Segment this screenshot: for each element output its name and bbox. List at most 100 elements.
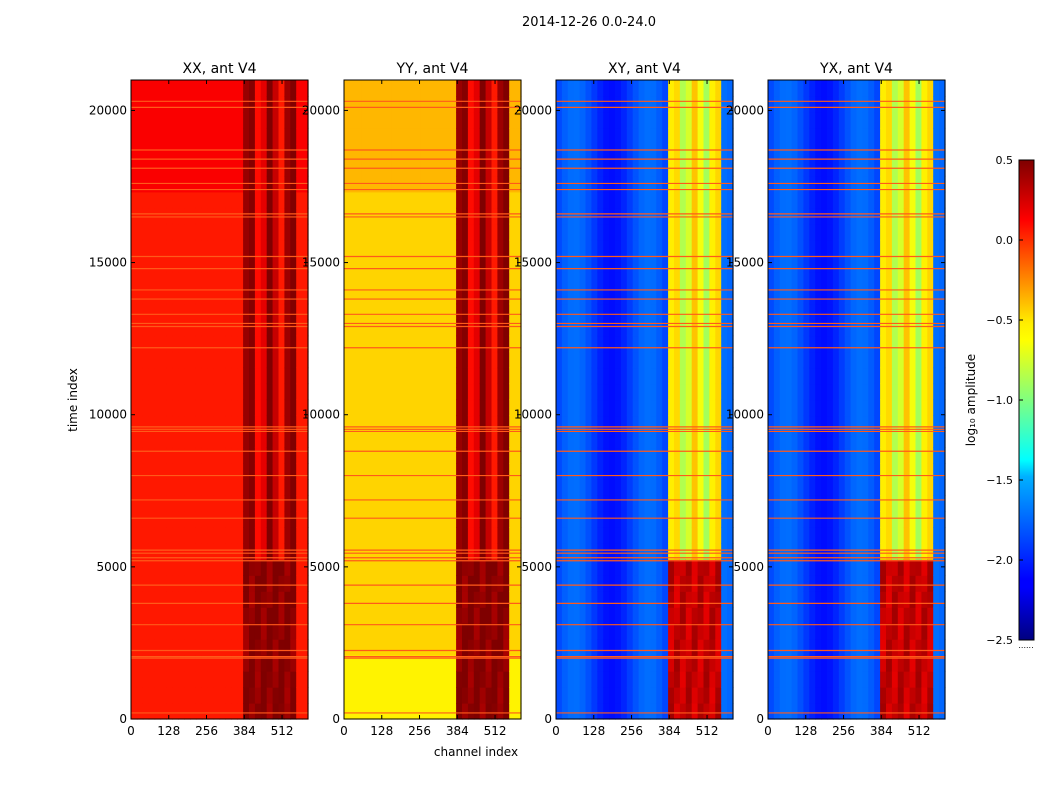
heatmap-cell — [927, 319, 934, 337]
heatmap-cell — [674, 591, 681, 608]
heatmap-cell — [426, 639, 434, 656]
heatmap-cell — [573, 591, 581, 608]
heatmap-cell — [349, 543, 357, 560]
heatmap-cell — [832, 111, 840, 129]
heatmap-cell — [662, 431, 669, 449]
heatmap-cell — [897, 511, 905, 528]
heatmap-cell — [903, 687, 911, 704]
heatmap-cell — [591, 95, 598, 113]
heatmap-cell — [219, 111, 226, 129]
heatmap-cell — [685, 207, 693, 225]
heatmap-cell — [266, 127, 274, 145]
heatmap-cell — [626, 479, 634, 496]
heatmap-cell — [856, 703, 863, 720]
heatmap-cell — [626, 415, 634, 433]
heatmap-cell — [397, 495, 404, 512]
heatmap-cell — [832, 80, 840, 97]
heatmap-cell — [697, 399, 705, 417]
heatmap-cell — [862, 559, 869, 576]
heatmap-cell — [644, 495, 651, 512]
heatmap-cell — [231, 223, 238, 241]
heatmap-cell — [773, 127, 781, 145]
heatmap-cell — [844, 671, 852, 688]
heatmap-cell — [178, 591, 185, 608]
heatmap-cell — [278, 479, 285, 496]
heatmap-cell — [573, 303, 581, 321]
heatmap-cell — [503, 175, 510, 193]
heatmap-cell — [585, 463, 592, 480]
heatmap-cell — [503, 399, 510, 417]
heatmap-cell — [195, 415, 203, 433]
heatmap-cell — [391, 687, 398, 704]
heatmap-cell — [420, 463, 428, 480]
heatmap-cell — [172, 479, 179, 496]
heatmap-cell — [585, 127, 592, 145]
heatmap-cell — [709, 223, 716, 241]
heatmap-cell — [479, 319, 487, 337]
heatmap-cell — [260, 207, 268, 225]
heatmap-cell — [148, 671, 156, 688]
heatmap-cell — [674, 607, 681, 624]
heatmap-cell — [344, 287, 351, 305]
heatmap-cell — [178, 143, 185, 161]
heatmap-cell — [249, 287, 256, 305]
heatmap-cell — [803, 223, 810, 241]
heatmap-cell — [609, 287, 616, 305]
heatmap-cell — [662, 463, 669, 480]
heatmap-cell — [266, 447, 274, 464]
heatmap-cell — [797, 655, 804, 672]
heatmap-cell — [355, 335, 363, 353]
heatmap-cell — [456, 223, 463, 241]
heatmap-cell — [172, 671, 179, 688]
x-tick-label: 384 — [658, 724, 681, 738]
heatmap-cell — [467, 143, 475, 161]
heatmap-cell — [715, 703, 722, 720]
heatmap-cell — [190, 623, 197, 640]
heatmap-cell — [561, 463, 569, 480]
heatmap-cell — [190, 463, 197, 480]
heatmap-cell — [473, 623, 481, 640]
heatmap-cell — [172, 143, 179, 161]
heatmap-cell — [503, 95, 510, 113]
heatmap-cell — [515, 207, 522, 225]
heatmap-cell — [909, 95, 917, 113]
heatmap-cell — [862, 111, 869, 129]
heatmap-cell — [148, 335, 156, 353]
heatmap-cell — [561, 239, 569, 257]
heatmap-cell — [148, 319, 156, 337]
heatmap-cell — [715, 671, 722, 688]
heatmap-cell — [585, 80, 592, 97]
heatmap-cell — [397, 575, 404, 592]
heatmap-cell — [921, 511, 928, 528]
heatmap-cell — [591, 111, 598, 129]
heatmap-cell — [815, 463, 822, 480]
heatmap-cell — [278, 271, 285, 289]
heatmap-cell — [579, 447, 587, 464]
heatmap-cell — [479, 479, 487, 496]
heatmap-cell — [815, 511, 822, 528]
heatmap-cell — [674, 415, 681, 433]
heatmap-cell — [391, 479, 398, 496]
heatmap-cell — [178, 543, 185, 560]
heatmap-cell — [355, 559, 363, 576]
heatmap-cell — [709, 607, 716, 624]
heatmap-cell — [142, 639, 150, 656]
heatmap-cell — [585, 527, 592, 544]
heatmap-cell — [685, 143, 693, 161]
heatmap-cell — [278, 687, 285, 704]
heatmap-cell — [615, 495, 622, 512]
heatmap-cell — [444, 415, 451, 433]
heatmap-cell — [385, 287, 392, 305]
heatmap-cell — [915, 367, 922, 385]
heatmap-cell — [450, 671, 457, 688]
heatmap-cell — [685, 671, 693, 688]
heatmap-cell — [284, 143, 291, 161]
heatmap-cell — [473, 335, 481, 353]
heatmap-cell — [284, 207, 291, 225]
heatmap-cell — [391, 399, 398, 417]
heatmap-cell — [939, 511, 946, 528]
heatmap-cell — [768, 383, 775, 401]
heatmap-cell — [462, 239, 469, 257]
heatmap-cell — [815, 431, 822, 449]
heatmap-cell — [219, 255, 226, 273]
